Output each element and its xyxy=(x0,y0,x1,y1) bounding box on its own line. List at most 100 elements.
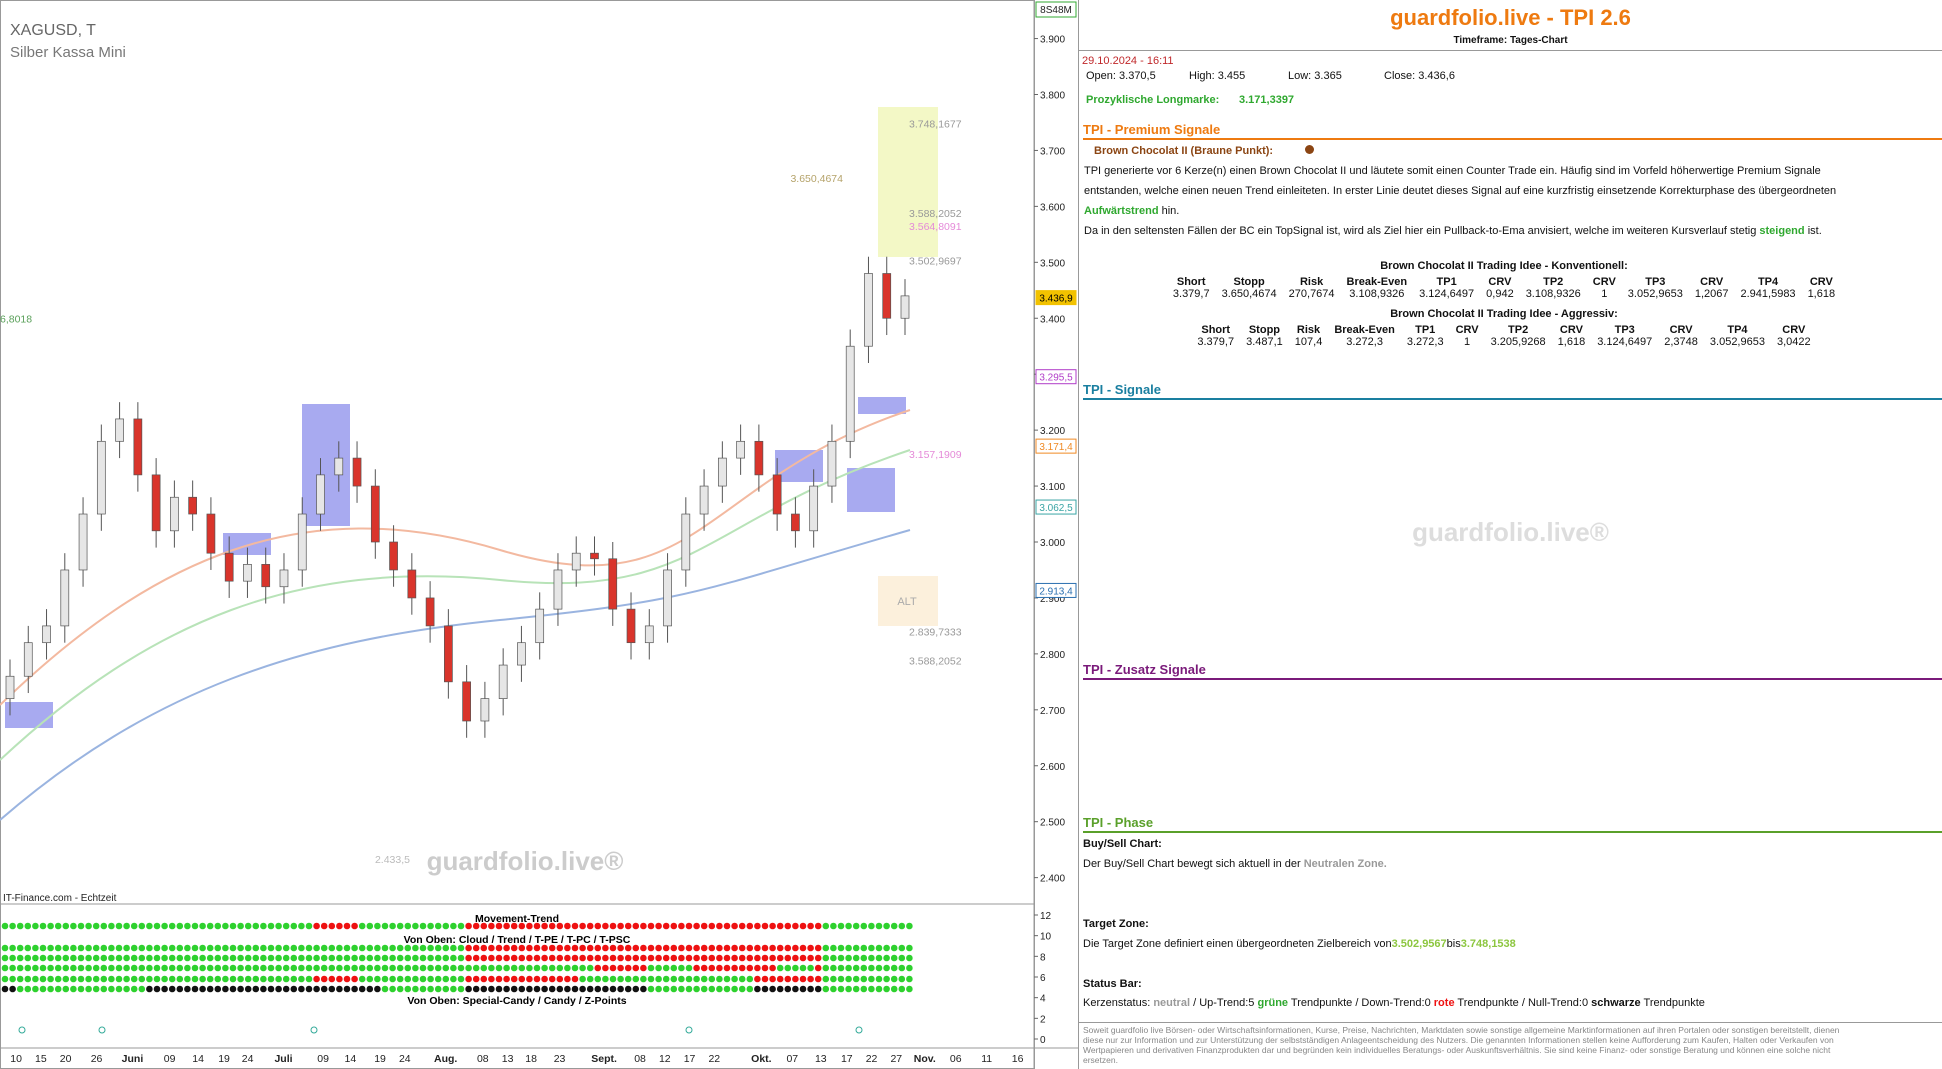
trend-dot xyxy=(16,964,24,972)
trend-dot xyxy=(662,954,670,962)
trend-dot xyxy=(153,944,161,952)
trend-dot xyxy=(191,944,199,952)
status-part: Trendpunkte xyxy=(1643,997,1705,1009)
trend-dot xyxy=(761,985,769,993)
symbol-name: Silber Kassa Mini xyxy=(10,44,126,61)
trend-dot xyxy=(123,964,130,972)
x-tick-label: 26 xyxy=(91,1053,103,1065)
trend-dot xyxy=(176,975,184,983)
trend-dot xyxy=(130,922,138,930)
trend-dot xyxy=(564,944,571,952)
trend-dot xyxy=(860,922,868,930)
trend-dot xyxy=(92,944,100,952)
trend-dot xyxy=(1,954,9,962)
trend-dot xyxy=(153,975,161,983)
trend-dot xyxy=(807,975,814,983)
trend-dot xyxy=(488,964,495,972)
trend-dot xyxy=(754,985,761,993)
table-row: 3.379,7 3.487,1 107,4 3.272,3 3.272,3 1 3.205,… xyxy=(1191,336,1816,348)
badge: 8S48M xyxy=(1040,5,1072,16)
trend-dot xyxy=(845,975,852,983)
panel-label: Von Oben: Special-Candy / Candy / Z-Poin… xyxy=(407,995,626,1007)
trend-dot xyxy=(374,975,381,983)
trend-dot xyxy=(85,985,92,993)
trend-dot xyxy=(305,944,313,952)
trend-dot xyxy=(381,975,389,983)
trend-dot xyxy=(548,985,556,993)
candle-body xyxy=(78,513,88,571)
trend-dot xyxy=(906,922,913,930)
trend-dot xyxy=(792,975,799,983)
trend-dot xyxy=(518,922,526,930)
trend-dot xyxy=(396,954,404,962)
trend-dot xyxy=(176,944,184,952)
trend-dot xyxy=(571,944,579,952)
trend-dot xyxy=(419,985,427,993)
candle-body xyxy=(480,698,490,722)
candle-body xyxy=(699,485,709,515)
trend-dot xyxy=(199,922,206,930)
section-title: TPI - Signale xyxy=(1083,382,1942,400)
trend-dot xyxy=(419,954,427,962)
trend-dot xyxy=(123,944,130,952)
trend-dot xyxy=(396,985,404,993)
table-cell: 3.108,9326 xyxy=(1525,288,1581,300)
trend-dot xyxy=(267,975,275,983)
trend-dot xyxy=(761,975,769,983)
trend-dot xyxy=(199,964,206,972)
trend-dot xyxy=(837,975,845,983)
table-header: CRV xyxy=(1488,276,1512,288)
trend-dot xyxy=(366,922,374,930)
trend-dot xyxy=(252,944,260,952)
trend-dot xyxy=(906,954,913,962)
trend-dot xyxy=(883,922,890,930)
trend-dot xyxy=(655,985,662,993)
trend-dot xyxy=(191,964,199,972)
trend-dot xyxy=(784,954,792,962)
trend-dot xyxy=(845,954,852,962)
y-tick-label: 3.900 xyxy=(1040,35,1065,46)
trend-dot xyxy=(146,954,153,962)
trend-dot xyxy=(716,985,723,993)
trend-dot xyxy=(39,944,47,952)
trend-dot xyxy=(655,944,662,952)
trend-dot xyxy=(571,922,579,930)
trend-dot xyxy=(761,922,769,930)
table-header: CRV xyxy=(1782,324,1806,336)
trend-dot xyxy=(184,944,191,952)
trend-dot xyxy=(70,975,77,983)
trend-dot xyxy=(670,985,678,993)
trend-dot xyxy=(640,954,647,962)
signal-name: Brown Chocolat II (Braune Punkt): xyxy=(1094,145,1274,157)
trend-dot xyxy=(92,985,100,993)
trend-dot xyxy=(9,954,16,962)
trend-dot xyxy=(199,944,206,952)
trend-dot xyxy=(510,954,518,962)
trend-dot xyxy=(298,964,305,972)
trend-dot xyxy=(358,964,366,972)
trend-dot xyxy=(602,954,609,962)
x-tick-label: Nov. xyxy=(914,1053,936,1065)
table-header: TP1 xyxy=(1436,276,1457,288)
annotation: 3.748,1677 xyxy=(909,118,962,130)
trend-dot xyxy=(868,922,875,930)
candle-body xyxy=(882,273,892,319)
zone: Neutralen Zone. xyxy=(1303,858,1387,870)
candle-body xyxy=(23,642,33,677)
trend-dot xyxy=(655,954,662,962)
trend-dot xyxy=(320,922,328,930)
trend-dot xyxy=(260,922,267,930)
panel-title: guardfolio.live - TPI 2.6 xyxy=(1390,5,1631,30)
trend-dot xyxy=(229,954,237,962)
trend-dot xyxy=(168,985,176,993)
trend-dot xyxy=(708,954,716,962)
trend-dot xyxy=(39,985,47,993)
trend-dot xyxy=(450,922,457,930)
trend-dot xyxy=(389,954,396,962)
trend-dot xyxy=(465,964,472,972)
trend-dot xyxy=(206,922,214,930)
trend-dot xyxy=(465,985,472,993)
trend-dot xyxy=(647,954,655,962)
trend-dot xyxy=(290,954,298,962)
trend-dot xyxy=(70,964,77,972)
